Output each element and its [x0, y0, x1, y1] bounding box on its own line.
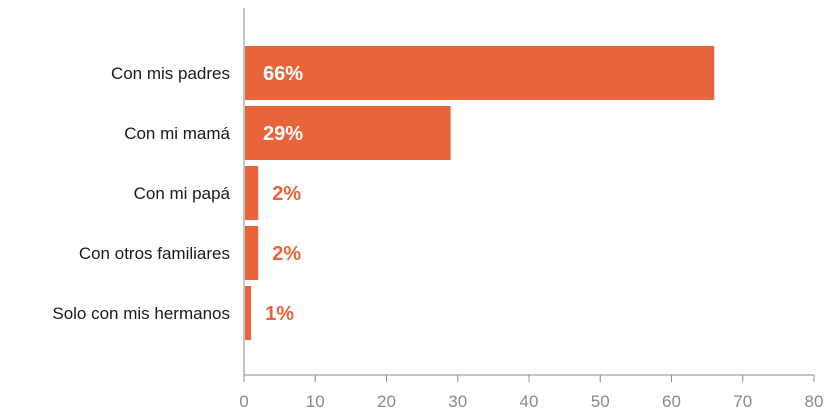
x-tick-label-80: 80 [805, 392, 824, 411]
bar-1 [245, 46, 715, 100]
bars-group [245, 46, 715, 340]
data-label-5: 1% [265, 303, 294, 325]
data-label-2: 29% [263, 123, 303, 145]
x-tick-label-60: 60 [662, 392, 681, 411]
data-label-3: 2% [272, 183, 301, 205]
x-ticks-group: 0 10 20 30 40 50 60 70 80 [239, 375, 823, 411]
category-label-5: Solo con mis hermanos [52, 304, 230, 323]
x-tick-label-30: 30 [448, 392, 467, 411]
x-tick-label-50: 50 [591, 392, 610, 411]
data-label-4: 2% [272, 243, 301, 265]
bar-3 [245, 166, 259, 220]
data-label-1: 66% [263, 63, 303, 85]
category-label-4: Con otros familiares [79, 244, 230, 263]
data-labels-group: 66% 29% 2% 2% 1% [263, 63, 303, 325]
x-tick-label-40: 40 [520, 392, 539, 411]
category-label-1: Con mis padres [111, 64, 230, 83]
category-labels-group: Con mis padres Con mi mamá Con mi papá Con … [52, 64, 230, 323]
x-tick-label-20: 20 [377, 392, 396, 411]
x-tick-label-10: 10 [306, 392, 325, 411]
category-label-2: Con mi mamá [124, 124, 230, 143]
bar-4 [245, 226, 259, 280]
bar-2 [245, 106, 451, 160]
category-label-3: Con mi papá [134, 184, 231, 203]
x-tick-label-0: 0 [239, 392, 248, 411]
x-tick-label-70: 70 [733, 392, 752, 411]
bar-5 [245, 286, 252, 340]
